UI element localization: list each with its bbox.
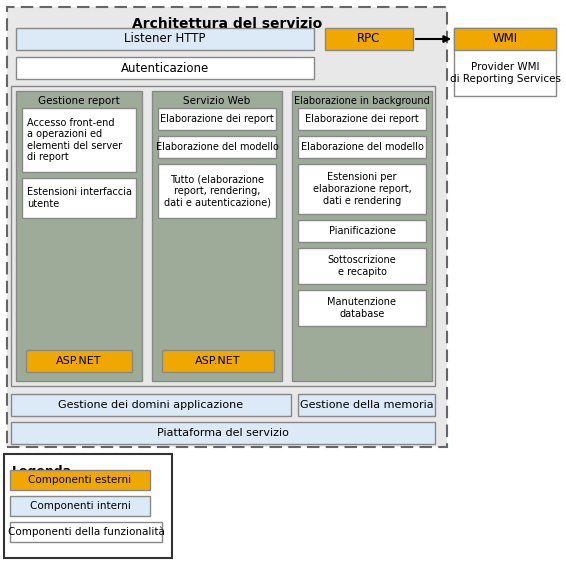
Bar xyxy=(11,86,435,386)
Bar xyxy=(10,496,150,516)
Text: Legenda: Legenda xyxy=(12,465,72,478)
Bar xyxy=(158,164,276,218)
Bar xyxy=(162,350,274,372)
Text: Componenti esterni: Componenti esterni xyxy=(28,475,131,485)
Text: Listener HTTP: Listener HTTP xyxy=(125,33,206,46)
Bar xyxy=(22,108,136,172)
Text: RPC: RPC xyxy=(357,33,381,46)
Text: Componenti interni: Componenti interni xyxy=(29,501,130,511)
Text: Elaborazione del modello: Elaborazione del modello xyxy=(301,142,423,152)
Bar xyxy=(16,28,314,50)
Text: Estensioni interfaccia
utente: Estensioni interfaccia utente xyxy=(27,187,132,209)
Bar xyxy=(10,470,150,490)
Bar xyxy=(158,108,276,130)
Bar xyxy=(158,136,276,158)
Bar xyxy=(298,136,426,158)
Text: Servizio Web: Servizio Web xyxy=(183,96,251,106)
Text: Elaborazione in background: Elaborazione in background xyxy=(294,96,430,106)
Bar xyxy=(325,28,413,50)
Text: WMI: WMI xyxy=(492,33,517,46)
Bar xyxy=(298,164,426,214)
Bar xyxy=(292,91,432,381)
Bar xyxy=(22,178,136,218)
Bar xyxy=(298,220,426,242)
Text: Autenticazione: Autenticazione xyxy=(121,61,209,74)
Bar xyxy=(298,394,435,416)
Text: Pianificazione: Pianificazione xyxy=(328,226,396,236)
Text: Elaborazione del modello: Elaborazione del modello xyxy=(156,142,278,152)
Text: Elaborazione dei report: Elaborazione dei report xyxy=(160,114,274,124)
Bar xyxy=(16,57,314,79)
Text: Componenti della funzionalità: Componenti della funzionalità xyxy=(7,527,165,537)
Text: Gestione della memoria: Gestione della memoria xyxy=(299,400,434,410)
Bar xyxy=(152,91,282,381)
Bar xyxy=(7,7,447,447)
Bar xyxy=(16,91,142,381)
Text: ASP.NET: ASP.NET xyxy=(195,356,241,366)
Text: Gestione dei domini applicazione: Gestione dei domini applicazione xyxy=(58,400,243,410)
Text: Elaborazione dei report: Elaborazione dei report xyxy=(305,114,419,124)
Bar xyxy=(11,394,291,416)
Text: Tutto (elaborazione
report, rendering,
dati e autenticazione): Tutto (elaborazione report, rendering, d… xyxy=(164,175,271,208)
Text: Piattaforma del servizio: Piattaforma del servizio xyxy=(157,428,289,438)
Bar xyxy=(298,108,426,130)
Text: Architettura del servizio: Architettura del servizio xyxy=(132,17,322,31)
Text: ASP.NET: ASP.NET xyxy=(56,356,102,366)
Text: Provider WMI
di Reporting Services: Provider WMI di Reporting Services xyxy=(449,62,560,84)
Text: Estensioni per
elaborazione report,
dati e rendering: Estensioni per elaborazione report, dati… xyxy=(312,172,411,205)
Bar xyxy=(298,290,426,326)
Text: Sottoscrizione
e recapito: Sottoscrizione e recapito xyxy=(328,255,396,277)
Bar xyxy=(454,28,556,96)
Bar xyxy=(454,28,556,50)
Bar xyxy=(10,522,162,542)
Bar xyxy=(298,248,426,284)
Text: Manutenzione
database: Manutenzione database xyxy=(328,297,397,319)
Bar xyxy=(26,350,132,372)
Bar xyxy=(11,422,435,444)
Text: Gestione report: Gestione report xyxy=(38,96,120,106)
Text: Accesso front-end
a operazioni ed
elementi del server
di report: Accesso front-end a operazioni ed elemen… xyxy=(27,118,122,162)
Bar xyxy=(4,454,172,558)
